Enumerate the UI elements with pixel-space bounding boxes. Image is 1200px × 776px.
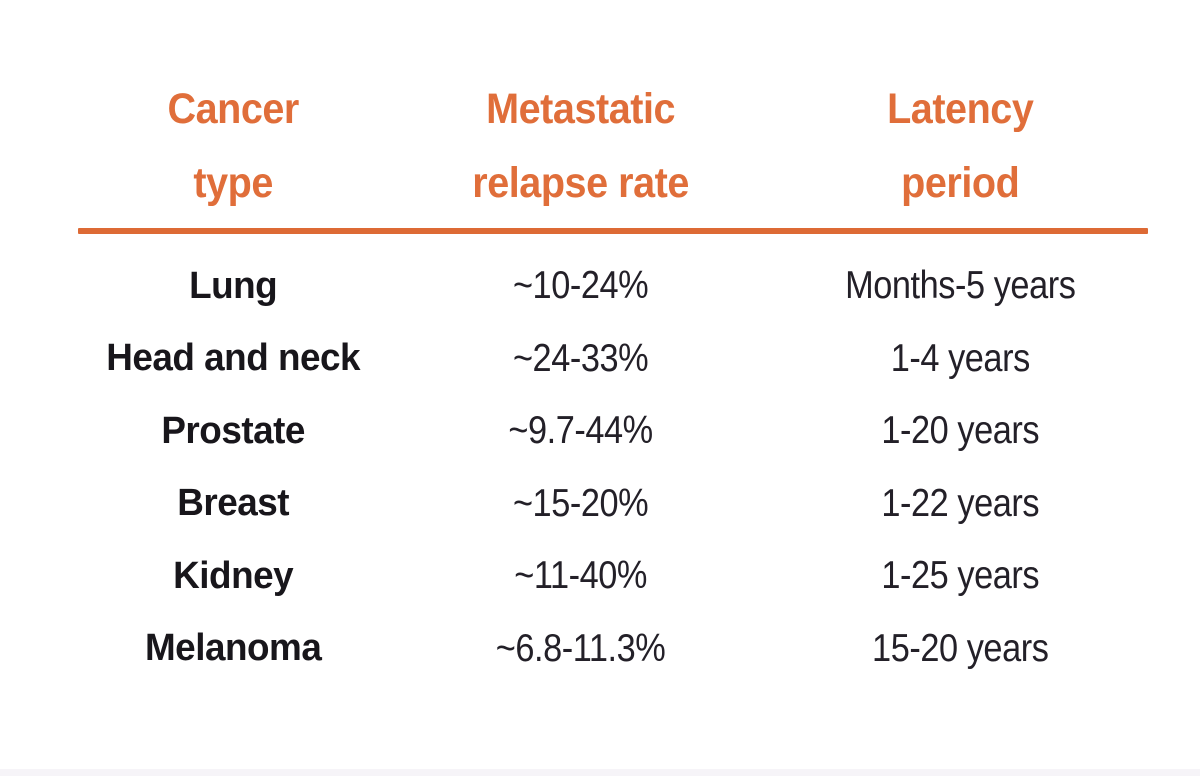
column-header-relapse-rate: Metastatic relapse rate	[388, 72, 773, 220]
cell-relapse-rate: ~6.8-11.3%	[496, 626, 666, 670]
cell-relapse-rate: ~15-20%	[513, 481, 649, 525]
column-header-cancer-type: Cancer type	[78, 72, 388, 220]
cell-cancer-type: Breast	[177, 482, 290, 525]
column-header-line: type	[193, 159, 273, 207]
cancer-relapse-table: Cancer type Metastatic relapse rate Late…	[78, 72, 1148, 685]
table-row: Kidney ~11-40% 1-25 years	[78, 540, 1148, 613]
cell-relapse-rate: ~24-33%	[513, 336, 649, 380]
cell-cancer-type: Melanoma	[144, 627, 322, 670]
column-header-line: relapse rate	[472, 159, 690, 207]
cell-cancer-type: Head and neck	[106, 337, 361, 380]
table-row: Lung ~10-24% Months-5 years	[78, 250, 1148, 323]
column-header-line: Metastatic	[486, 85, 676, 133]
cell-latency-period: 1-22 years	[881, 481, 1040, 525]
cell-relapse-rate: ~10-24%	[513, 264, 649, 308]
table-row: Breast ~15-20% 1-22 years	[78, 468, 1148, 541]
column-header-latency-period: Latency period	[773, 72, 1148, 220]
table-row: Head and neck ~24-33% 1-4 years	[78, 323, 1148, 396]
table-header-row: Cancer type Metastatic relapse rate Late…	[78, 72, 1148, 220]
table-body: Lung ~10-24% Months-5 years Head and nec…	[78, 250, 1148, 685]
cell-latency-period: 15-20 years	[872, 626, 1050, 670]
column-header-line: period	[901, 159, 1021, 207]
cell-cancer-type: Prostate	[161, 409, 305, 452]
cell-cancer-type: Kidney	[173, 554, 294, 597]
cell-latency-period: 1-20 years	[881, 409, 1040, 453]
cell-relapse-rate: ~11-40%	[514, 554, 648, 598]
cell-latency-period: 1-25 years	[881, 554, 1040, 598]
table-row: Prostate ~9.7-44% 1-20 years	[78, 395, 1148, 468]
column-header-line: Cancer	[167, 85, 299, 133]
footer-strip	[0, 769, 1200, 776]
cell-latency-period: Months-5 years	[845, 264, 1077, 308]
cell-relapse-rate: ~9.7-44%	[508, 409, 654, 453]
table-row: Melanoma ~6.8-11.3% 15-20 years	[78, 613, 1148, 686]
header-divider-rule	[78, 228, 1148, 234]
cell-latency-period: 1-4 years	[891, 336, 1031, 380]
cell-cancer-type: Lung	[189, 264, 278, 307]
column-header-line: Latency	[887, 85, 1035, 133]
